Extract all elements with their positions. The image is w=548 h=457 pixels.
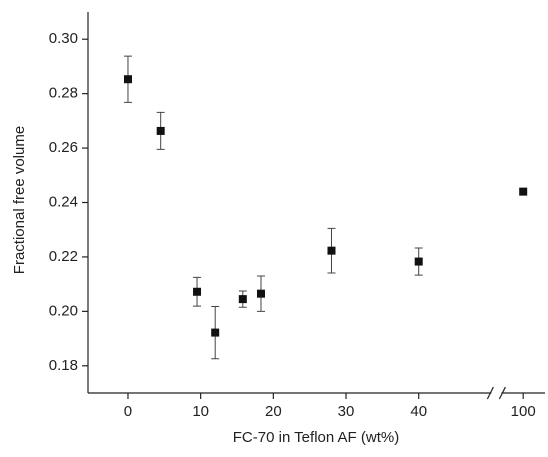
x-tick-label: 30 bbox=[338, 403, 355, 420]
y-tick-label: 0.28 bbox=[49, 85, 78, 102]
y-tick-label: 0.18 bbox=[49, 357, 78, 374]
marker bbox=[211, 328, 220, 337]
x-tick-label: 100 bbox=[511, 403, 536, 420]
axis-break bbox=[498, 386, 506, 400]
x-tick-label: 0 bbox=[124, 403, 132, 420]
y-axis-label: Fractional free volume bbox=[11, 126, 28, 274]
marker bbox=[256, 289, 265, 298]
y-tick-label: 0.20 bbox=[49, 302, 78, 319]
y-tick-label: 0.26 bbox=[49, 139, 78, 156]
marker bbox=[327, 246, 336, 255]
marker bbox=[519, 187, 528, 196]
axis-break bbox=[486, 386, 494, 400]
marker bbox=[156, 126, 165, 135]
marker bbox=[123, 75, 132, 84]
y-tick-label: 0.22 bbox=[49, 248, 78, 265]
marker bbox=[193, 287, 202, 296]
y-tick-label: 0.30 bbox=[49, 30, 78, 47]
marker bbox=[414, 257, 423, 266]
x-tick-label: 40 bbox=[410, 403, 427, 420]
x-axis-label: FC-70 in Teflon AF (wt%) bbox=[233, 429, 399, 446]
x-tick-label: 10 bbox=[192, 403, 209, 420]
marker bbox=[238, 295, 247, 304]
y-tick-label: 0.24 bbox=[49, 193, 78, 210]
x-tick-label: 20 bbox=[265, 403, 282, 420]
